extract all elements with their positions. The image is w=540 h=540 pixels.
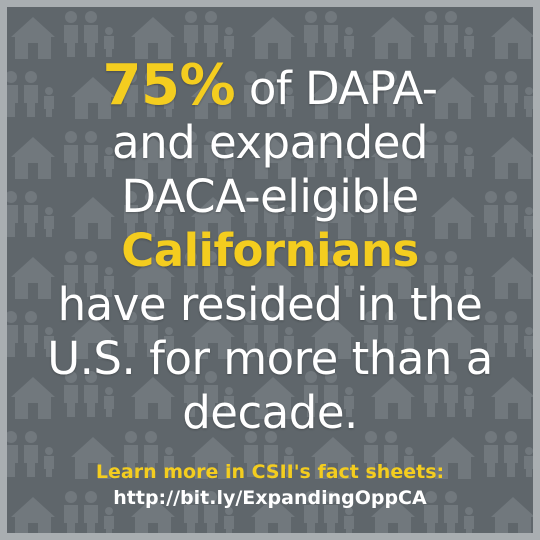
poster-content: 75% of DAPA- and expanded DACA-eligible … [7,7,533,533]
headline-line-6: U.S. for more than a [47,332,493,385]
headline-line-5: have resided in the [57,278,483,331]
headline-line-2: and expanded [112,116,428,169]
call-to-action: Learn more in CSII's fact sheets: http:/… [7,459,533,511]
cta-text: Learn more in CSII's fact sheets: [95,461,445,483]
headline-line-1-rest: of DAPA- [235,62,438,115]
fact-sheet-link[interactable]: http://bit.ly/ExpandingOppCA [113,487,427,509]
stat-percentage: 75% [102,53,236,118]
headline-line-3: DACA-eligible [121,170,419,223]
highlight-californians: Californians [121,224,419,277]
headline-line-7: decade. [182,386,358,439]
headline-line-1: 75% of DAPA- [7,58,533,116]
headline: 75% of DAPA- and expanded DACA-eligible … [7,58,533,440]
